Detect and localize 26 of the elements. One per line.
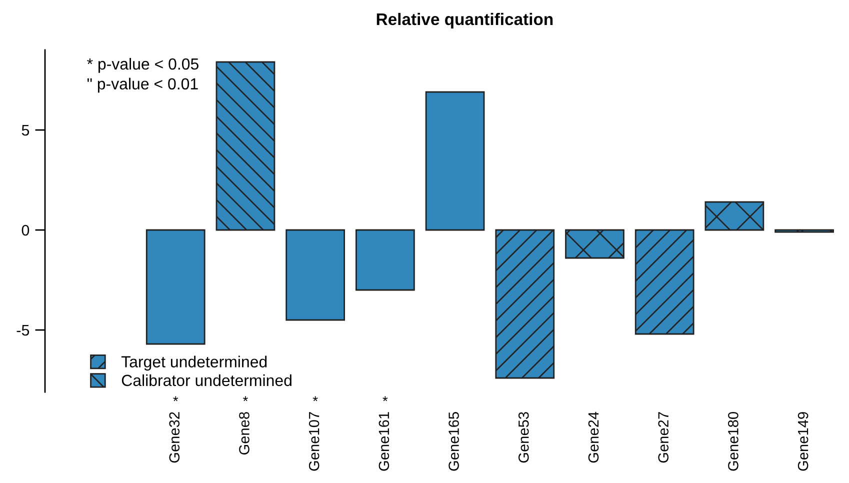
x-tick-label: Gene8 (239, 412, 250, 454)
text: * (242, 396, 248, 402)
bar (146, 229, 206, 345)
x-tick-label: Gene53 (518, 412, 529, 463)
text: * (382, 396, 388, 402)
x-tick-label: Gene24 (588, 412, 599, 463)
chart-title: Relative quantification (376, 12, 553, 28)
text: * (312, 396, 318, 402)
y-tick-label: 0 (22, 224, 30, 236)
legend-label: Calibrator undetermined (122, 374, 292, 386)
x-tick-label: Gene149 (798, 412, 808, 471)
x-tick-label: Gene180 (728, 412, 738, 471)
bar (355, 229, 415, 291)
x-tick-label: Gene32 (169, 412, 180, 463)
x-tick-label: Gene165 (448, 412, 459, 471)
legend-label: Target undetermined (121, 356, 267, 371)
bar (425, 91, 485, 231)
annotation: " p-value < 0.01 (87, 78, 198, 93)
x-tick-label: Gene107 (308, 412, 320, 471)
text: * (173, 396, 178, 402)
annotation: * p-value < 0.05 (87, 58, 198, 73)
x-tick-label: Gene27 (658, 412, 669, 463)
y-tick-label: -5 (16, 325, 30, 336)
x-tick-label: Gene161 (378, 412, 390, 471)
bar (286, 229, 346, 321)
y-tick-label: 5 (22, 125, 30, 136)
